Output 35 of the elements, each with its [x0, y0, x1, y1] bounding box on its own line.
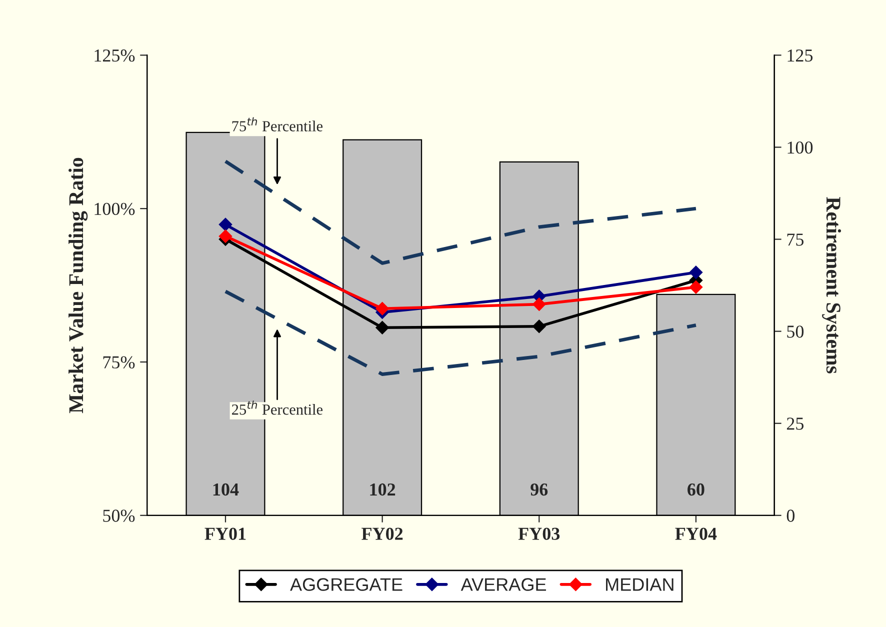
line-series [224, 290, 698, 376]
point [376, 321, 389, 334]
point [689, 266, 703, 279]
x-tick-label: FY03 [518, 528, 560, 540]
y-axis-title: Market Value Funding Ratio [68, 158, 88, 414]
y-tick-label: 75% [103, 356, 135, 368]
y2-tick-label: 75 [787, 234, 804, 246]
y-tick-label: 100% [94, 202, 135, 216]
y-tick-label: 50% [103, 510, 135, 522]
point [218, 230, 232, 243]
annotation: 25$^{th}$ Percentile [232, 400, 323, 415]
x-tick-label: FY02 [362, 528, 403, 540]
annotation: 75$^{th}$ Percentile [232, 117, 323, 132]
legend-label: MEDIAN [606, 578, 674, 591]
y2-tick-label: 100 [788, 141, 813, 154]
data-label: 96 [530, 483, 548, 496]
point [376, 302, 389, 316]
y2-axis-title: Retirement Systems [822, 197, 842, 374]
legend-label: AGGREGATE [290, 578, 402, 591]
y-tick-label: 125% [94, 49, 135, 62]
y2-tick-label: 125 [788, 49, 813, 62]
point [689, 280, 703, 294]
point [218, 218, 232, 232]
point [532, 320, 546, 333]
data-label: 102 [370, 483, 396, 496]
legend-label: AVERAGE [460, 578, 546, 591]
data-label: 104 [213, 483, 239, 496]
y2-tick-label: 50 [787, 326, 804, 338]
point [532, 298, 546, 311]
y2-tick-label: 0 [786, 510, 795, 522]
y2-tick-label: 25 [786, 418, 804, 430]
x-tick-label: FY04 [675, 528, 717, 540]
line-series [224, 160, 698, 265]
x-tick-label: FY01 [204, 528, 246, 540]
data-label: 60 [688, 483, 704, 496]
